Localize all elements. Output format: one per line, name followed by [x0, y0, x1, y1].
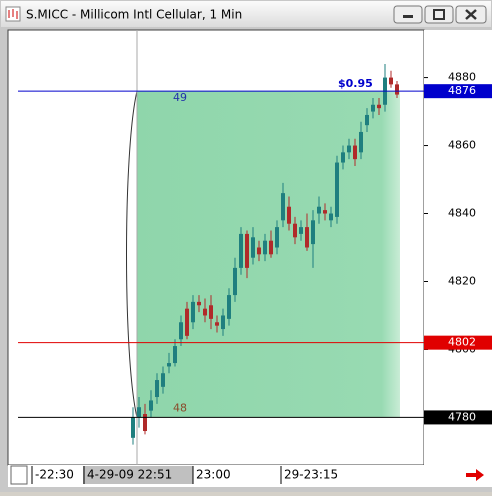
candle-body: [173, 346, 177, 364]
candle-body: [239, 233, 243, 268]
candle-body: [275, 227, 279, 248]
candle-body: [269, 240, 273, 255]
y-tick-label: 4840: [448, 207, 476, 220]
price-tag: [424, 84, 492, 99]
candle-body: [299, 227, 303, 234]
price-tag-label: 4876: [448, 84, 476, 97]
candle-body: [221, 315, 225, 330]
minimize-button[interactable]: [393, 5, 423, 24]
candle-body: [185, 308, 189, 336]
candle-body: [203, 308, 207, 316]
window-title: S.MICC - Millicom Intl Cellular, 1 Min: [26, 8, 242, 22]
price-tag: [424, 410, 492, 425]
time-label: 23:00: [196, 468, 231, 482]
candle-body: [131, 417, 135, 438]
zone-amount-label: $0.95: [338, 77, 373, 90]
candle-body: [197, 301, 201, 306]
y-tick-label: 4820: [448, 274, 476, 287]
candle-body: [347, 145, 351, 153]
candle-body: [215, 322, 219, 326]
candle-body: [395, 84, 399, 95]
candle-body: [377, 104, 381, 109]
candle-body: [257, 247, 261, 255]
zone-top-label: 49: [173, 91, 187, 104]
candle-body: [263, 240, 267, 255]
price-tag-label: 4802: [448, 336, 476, 349]
y-tick-label: 4860: [448, 139, 476, 152]
candle-body: [167, 363, 171, 367]
maximize-button[interactable]: [424, 5, 454, 24]
candle-body: [209, 305, 213, 319]
candle-body: [155, 380, 159, 398]
y-tick-label: 4880: [448, 71, 476, 84]
time-axis: [8, 465, 492, 487]
candle-body: [143, 414, 147, 432]
candle-body: [293, 223, 297, 238]
candle-body: [245, 233, 249, 268]
candle-body: [341, 152, 345, 163]
candle-body: [389, 77, 393, 85]
zone-bottom-label: 48: [173, 401, 187, 414]
candle-body: [335, 162, 339, 217]
candle-body: [149, 400, 153, 411]
candle-body: [251, 237, 255, 258]
candle-body: [179, 322, 183, 340]
time-label: 4-29-09 22:51: [87, 468, 172, 482]
candle-body: [353, 145, 357, 160]
candle-body: [305, 227, 309, 248]
price-tag-label: 4780: [448, 410, 476, 423]
candle-body: [317, 206, 321, 214]
price-tag: [424, 335, 492, 350]
time-label: 29-23:15: [284, 468, 338, 482]
scroll-arrow[interactable]: [466, 469, 484, 481]
candle-body: [329, 213, 333, 221]
candle-body: [323, 210, 327, 214]
candle-body: [281, 193, 285, 221]
app-icon: [5, 6, 21, 22]
price-axis: [424, 30, 492, 465]
scroll-box[interactable]: [10, 465, 28, 485]
candle-body: [287, 206, 291, 224]
close-button[interactable]: [455, 5, 487, 24]
time-label: -22:30: [35, 468, 74, 482]
candle-body: [191, 301, 195, 323]
candle-body: [233, 267, 237, 296]
candle-body: [359, 131, 363, 153]
candle-body: [371, 104, 375, 112]
candle-body: [365, 114, 369, 126]
candle-body: [311, 220, 315, 245]
time-cursor-box: [83, 466, 193, 484]
candle-body: [161, 373, 165, 387]
candle-body: [137, 407, 141, 418]
candle-body: [227, 295, 231, 319]
zone-arc: [126, 91, 138, 418]
